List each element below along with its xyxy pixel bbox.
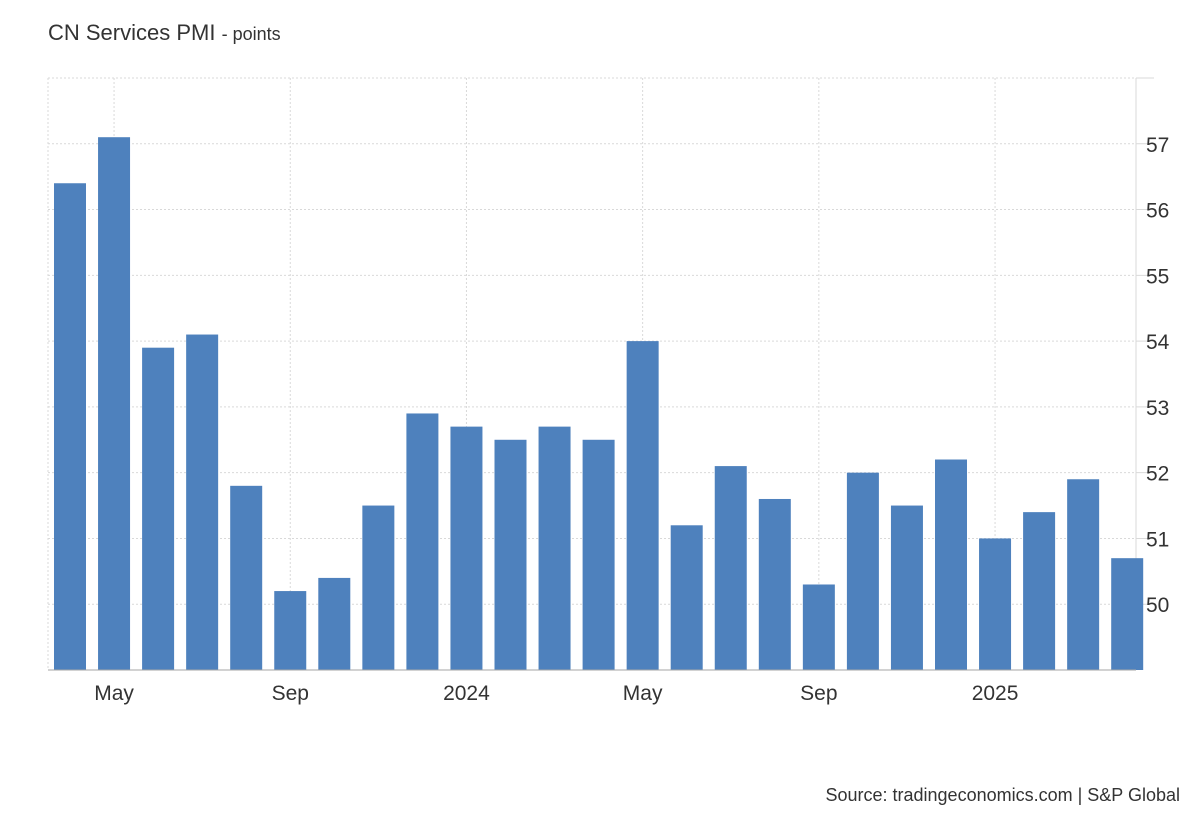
y-tick-label: 56 [1146, 200, 1169, 223]
y-axis-ticks: 50 51 52 53 54 55 56 57 [1146, 134, 1170, 617]
bar-2024-10[interactable] [846, 472, 879, 670]
chart-unit: - points [221, 24, 281, 44]
y-tick-label: 50 [1146, 594, 1169, 617]
bar-2024-06[interactable] [670, 525, 703, 670]
source-attribution: Source: tradingeconomics.com | S&P Globa… [825, 785, 1180, 805]
y-tick-label: 57 [1146, 134, 1169, 157]
bar-2025-04[interactable] [1111, 558, 1144, 670]
x-tick-label: 2025 [972, 682, 1019, 705]
y-tick-label: 54 [1146, 331, 1170, 354]
bar-2023-05[interactable] [98, 137, 131, 670]
bar-2024-04[interactable] [582, 439, 615, 670]
bar-2023-07[interactable] [186, 334, 219, 670]
bars [54, 137, 1144, 670]
y-tick-label: 55 [1146, 265, 1169, 288]
y-tick-label: 51 [1146, 528, 1169, 551]
bar-2024-01[interactable] [450, 426, 483, 670]
x-tick-label: 2024 [443, 682, 490, 705]
chart-title-text: CN Services PMI [48, 20, 216, 45]
bar-2025-03[interactable] [1067, 479, 1100, 670]
x-tick-label: Sep [272, 682, 309, 705]
bar-2024-09[interactable] [802, 584, 835, 670]
chart-title: CN Services PMI - points [48, 20, 281, 46]
y-tick-label: 53 [1146, 397, 1169, 420]
bar-2024-07[interactable] [714, 466, 747, 670]
bar-2024-03[interactable] [538, 426, 571, 670]
bar-2024-05[interactable] [626, 341, 659, 670]
bar-2025-02[interactable] [1023, 512, 1056, 670]
bar-2023-04[interactable] [54, 183, 86, 670]
y-tick-label: 52 [1146, 463, 1169, 486]
bar-2023-06[interactable] [142, 347, 175, 670]
bar-2023-09[interactable] [274, 591, 307, 670]
x-tick-label: May [623, 682, 663, 705]
bar-2023-10[interactable] [318, 577, 351, 670]
bar-2024-02[interactable] [494, 439, 527, 670]
x-tick-label: May [94, 682, 134, 705]
x-tick-label: Sep [800, 682, 837, 705]
bar-2025-01[interactable] [979, 538, 1012, 670]
bar-2024-08[interactable] [758, 498, 791, 670]
bar-2023-11[interactable] [362, 505, 395, 670]
bar-2024-11[interactable] [890, 505, 923, 670]
bar-2023-12[interactable] [406, 413, 439, 670]
bar-2024-12[interactable] [935, 459, 967, 670]
bar-2023-08[interactable] [230, 485, 263, 670]
x-axis-ticks: May Sep 2024 May Sep 2025 [94, 682, 1018, 705]
